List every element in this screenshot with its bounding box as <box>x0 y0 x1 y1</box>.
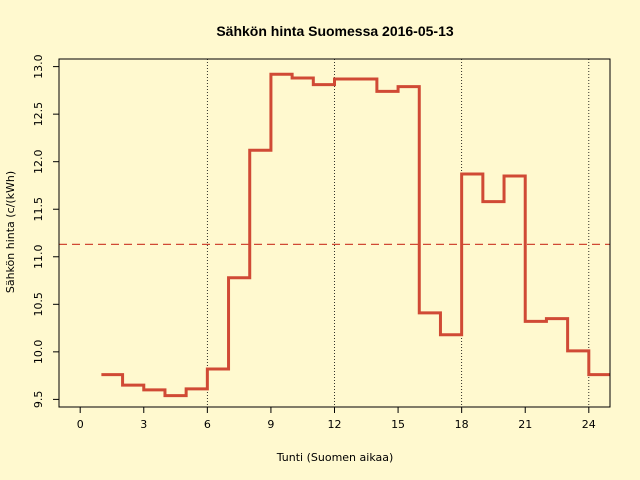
x-axis-label: Tunti (Suomen aikaa) <box>276 451 394 464</box>
chart-title: Sähkön hinta Suomessa 2016-05-13 <box>216 23 454 39</box>
price-series <box>101 72 610 398</box>
x-tick-label-21: 21 <box>518 418 532 431</box>
x-tick-label-18: 18 <box>455 418 469 431</box>
y-tick-label-7: 13.0 <box>32 54 45 79</box>
x-tick-label-6: 6 <box>204 418 211 431</box>
x-tick-label-9: 9 <box>267 418 274 431</box>
y-tick-label-5: 12.0 <box>32 149 45 174</box>
y-tick-label-6: 12.5 <box>32 102 45 127</box>
x-axis-ticks: 0 3 6 9 12 15 18 21 24 <box>77 407 596 431</box>
y-tick-label-1: 10.0 <box>32 340 45 365</box>
x-tick-label-15: 15 <box>391 418 405 431</box>
reference-vlines <box>206 59 590 407</box>
y-axis-ticks: 9.5 10.0 10.5 11.0 11.5 12.0 12.5 13.0 <box>32 54 59 408</box>
y-tick-label-3: 11.0 <box>32 245 45 270</box>
y-tick-label-0: 9.5 <box>32 391 45 409</box>
y-axis-label: Sähkön hinta (c/(kWh) <box>4 171 17 293</box>
y-tick-label-2: 10.5 <box>32 292 45 317</box>
y-tick-label-4: 11.5 <box>32 197 45 222</box>
x-tick-label-3: 3 <box>140 418 147 431</box>
x-tick-label-24: 24 <box>582 418 596 431</box>
series-line-0 <box>101 72 610 398</box>
x-tick-label-0: 0 <box>77 418 84 431</box>
x-tick-label-12: 12 <box>328 418 342 431</box>
